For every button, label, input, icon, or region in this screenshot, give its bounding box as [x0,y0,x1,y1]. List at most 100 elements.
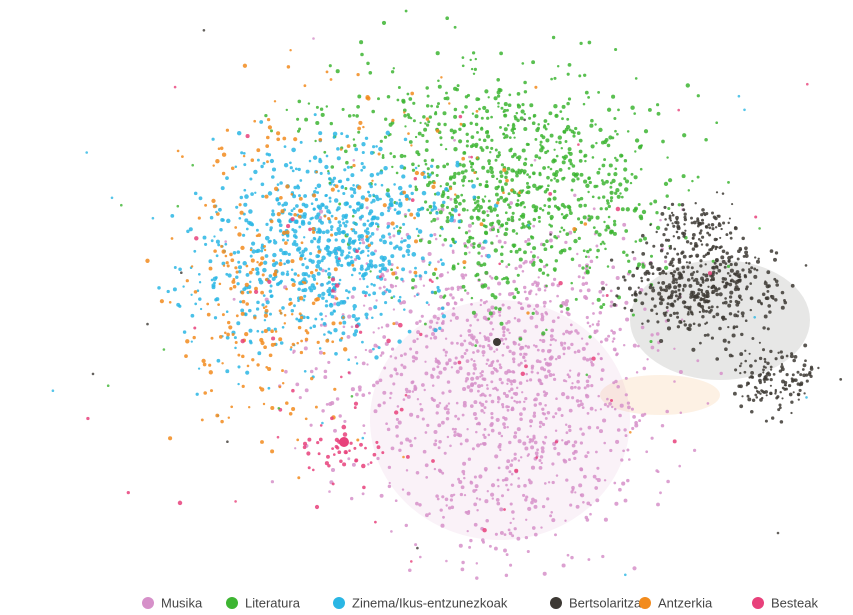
node [448,389,452,394]
node [518,400,522,404]
node [254,191,257,194]
node [323,150,327,154]
node [630,172,634,176]
node [503,548,507,553]
node [605,294,609,297]
node [543,204,547,207]
node [270,129,273,133]
node [352,113,356,117]
node [211,137,215,141]
node [424,200,428,204]
node [442,164,447,169]
node [591,195,595,199]
node [271,209,275,213]
node [227,416,231,419]
node [254,286,258,291]
node [335,446,340,450]
node [449,175,453,180]
node [249,280,252,284]
node [558,280,563,286]
node [380,183,384,187]
node [235,314,239,318]
node [689,241,693,245]
node [430,171,435,175]
node [634,423,639,428]
node [476,130,479,134]
node [632,566,637,571]
node [612,337,616,341]
node [190,313,195,318]
node [640,325,645,330]
node [629,431,632,434]
node [547,122,550,126]
node [242,233,246,237]
node [212,204,217,209]
node [217,147,221,150]
node [564,423,568,427]
node [701,218,704,222]
node [792,358,796,363]
node [698,231,702,235]
node [504,175,508,180]
node [548,191,553,196]
node [680,203,685,207]
node [255,307,260,311]
node [751,398,756,402]
node [225,335,230,340]
node [342,316,345,319]
node [728,295,733,299]
node [215,413,220,418]
node [537,378,542,382]
node [326,245,331,250]
node [519,302,523,306]
node [311,216,314,220]
node [372,145,376,149]
node [328,181,332,185]
node [779,420,784,424]
node [393,227,396,230]
node [500,381,504,385]
node [462,199,466,203]
node [392,322,396,326]
node [566,72,570,76]
node [468,251,471,254]
node [269,228,273,232]
node [159,299,164,304]
node [643,236,647,241]
node [664,238,668,242]
node [243,312,248,317]
node [781,397,784,400]
node [410,198,415,202]
node [415,150,420,155]
node [405,197,409,201]
node [382,390,387,395]
node [687,307,692,311]
node [293,272,298,276]
node [756,299,762,304]
node [727,255,732,261]
node [251,249,256,254]
node [502,333,506,337]
node [237,382,240,386]
node [647,107,652,112]
node [475,375,480,380]
node [364,197,369,202]
node [390,254,395,259]
node [596,478,601,483]
node [486,286,491,290]
node [763,314,768,319]
node [699,264,703,268]
node [567,424,572,429]
node [582,356,587,361]
node [774,388,777,392]
node [342,325,346,329]
node [402,455,405,459]
node [351,214,355,218]
node [393,183,396,186]
node [503,114,507,117]
node [254,267,260,272]
node [215,210,218,214]
node [627,405,631,410]
node [622,343,626,347]
node [470,333,474,337]
